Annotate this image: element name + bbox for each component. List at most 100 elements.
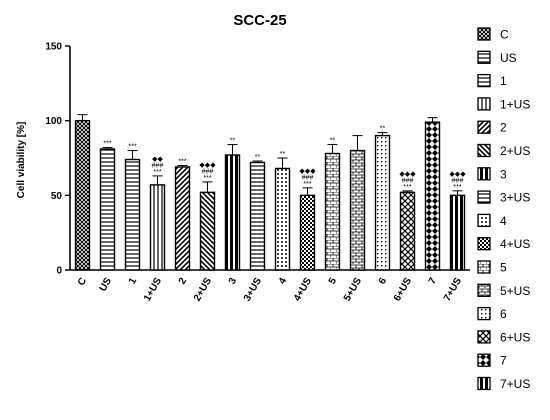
legend-swatch xyxy=(477,73,491,88)
y-tick-label: 0 xyxy=(56,266,62,277)
significance-annotation: ** xyxy=(230,138,236,145)
significance-annotation: *** xyxy=(103,141,111,148)
x-tick-label: 3+US xyxy=(242,276,264,304)
legend-label: C xyxy=(500,28,509,42)
legend-label: 6+US xyxy=(500,330,530,344)
bar-2-plus-us xyxy=(199,191,216,271)
legend-swatch xyxy=(477,167,491,181)
legend-label: 6 xyxy=(500,307,507,321)
significance-annotation: *** xyxy=(153,169,161,176)
legend-swatch xyxy=(477,120,491,134)
legend-swatch xyxy=(477,260,491,274)
bar-6 xyxy=(374,134,391,271)
x-tick-label: 6 xyxy=(377,276,390,287)
legend-item: 5 xyxy=(477,260,507,275)
bar-1-plus-us xyxy=(149,184,166,271)
legend-item: 1 xyxy=(477,73,507,88)
legend-label: 3 xyxy=(500,167,507,181)
legend-label: US xyxy=(500,51,517,65)
significance-annotation: ◆◆◆ xyxy=(399,171,416,178)
x-tick-label: 4+US xyxy=(292,276,314,304)
legend-label: 2 xyxy=(500,121,507,135)
legend-item: 2+US xyxy=(477,143,530,158)
legend-swatch xyxy=(477,97,491,111)
legend-swatch xyxy=(477,306,491,321)
x-tick-label: 5+US xyxy=(342,276,364,304)
x-tick-label: C xyxy=(76,276,89,288)
x-tick-label: 7 xyxy=(427,276,440,287)
significance-annotation: ### xyxy=(152,162,164,169)
annotations: *** ******###◆◆ ******###◆◆◆**** *****###◆◆… xyxy=(103,126,466,191)
x-tick-label: 6+US xyxy=(392,276,414,304)
significance-annotation: ### xyxy=(202,168,214,175)
legend-item: 5+US xyxy=(477,283,530,298)
legend-label: 5+US xyxy=(500,284,530,298)
bar-c xyxy=(74,119,91,271)
x-tick-label: 2 xyxy=(177,276,190,287)
x-tick-label: 2+US xyxy=(192,276,214,304)
bar-4 xyxy=(274,167,291,271)
legend-item: 2 xyxy=(477,120,507,135)
significance-annotation: ◆◆◆ xyxy=(299,168,316,175)
significance-annotation: ### xyxy=(452,177,464,184)
bar-2 xyxy=(174,166,191,271)
bar-5 xyxy=(324,152,341,271)
bars-group xyxy=(74,114,466,271)
legend-swatch xyxy=(477,190,491,204)
significance-annotation: *** xyxy=(453,184,461,191)
significance-annotation: ### xyxy=(402,177,414,184)
legend-swatch xyxy=(477,27,491,41)
legend-label: 4+US xyxy=(500,237,530,251)
legend-item: 7+US xyxy=(477,376,530,391)
significance-annotation: ** xyxy=(255,154,261,161)
significance-annotation: *** xyxy=(178,158,186,165)
legend-label: 2+US xyxy=(500,144,530,158)
bar-7 xyxy=(424,121,441,271)
x-tick-label: 1 xyxy=(127,276,140,287)
bar-6-plus-us xyxy=(399,191,416,271)
x-tick-label: 5 xyxy=(327,276,340,287)
significance-annotation: *** xyxy=(128,144,136,151)
legend-item: 3+US xyxy=(477,190,530,205)
x-tick-labels: C US 1 1+US 2 2+US 3 3+US 4 4+US 5 5+US 6 6+US 7 7+US xyxy=(76,276,464,304)
error-bar xyxy=(277,157,288,169)
legend-swatch xyxy=(477,353,491,367)
legend-label: 1 xyxy=(500,74,507,88)
x-tick-label: 1+US xyxy=(142,276,164,304)
error-bar xyxy=(202,181,213,193)
legend-item: US xyxy=(477,50,517,65)
error-bar xyxy=(227,144,238,156)
legend-item: 3 xyxy=(477,167,507,181)
significance-annotation: ** xyxy=(330,138,336,145)
significance-annotation: *** xyxy=(203,175,211,182)
significance-annotation: ** xyxy=(380,126,386,133)
legend-label: 7 xyxy=(500,354,507,368)
error-bar xyxy=(452,190,463,196)
legend: C US 1 1+US 2 2+US 3 3+US 4 4+US 5 5+US 6 6+US 7 7+US xyxy=(477,27,530,391)
error-bar xyxy=(327,144,338,154)
error-bar xyxy=(427,117,438,123)
legend-item: 6+US xyxy=(477,330,530,344)
x-tick-label: 3 xyxy=(227,276,240,287)
legend-item: 4+US xyxy=(477,237,530,251)
significance-annotation: ◆◆ xyxy=(152,156,163,163)
x-tick-label: 7+US xyxy=(442,276,464,304)
significance-annotation: ### xyxy=(302,174,314,181)
x-tick-label: 4 xyxy=(277,276,290,287)
bar-7-plus-us xyxy=(449,194,466,271)
bar-1 xyxy=(124,158,141,271)
bar-3-plus-us xyxy=(249,161,266,271)
legend-item: 1+US xyxy=(477,97,530,111)
legend-label: 5 xyxy=(500,261,507,275)
error-bar xyxy=(152,175,163,185)
legend-item: 4 xyxy=(477,213,507,228)
bar-us xyxy=(99,148,116,271)
legend-swatch xyxy=(477,50,491,64)
significance-annotation: ** xyxy=(280,151,286,158)
bar-4-plus-us xyxy=(299,194,316,271)
legend-item: C xyxy=(477,27,509,42)
legend-swatch xyxy=(477,213,491,228)
legend-item: 7 xyxy=(477,353,507,368)
legend-label: 4 xyxy=(500,214,507,228)
